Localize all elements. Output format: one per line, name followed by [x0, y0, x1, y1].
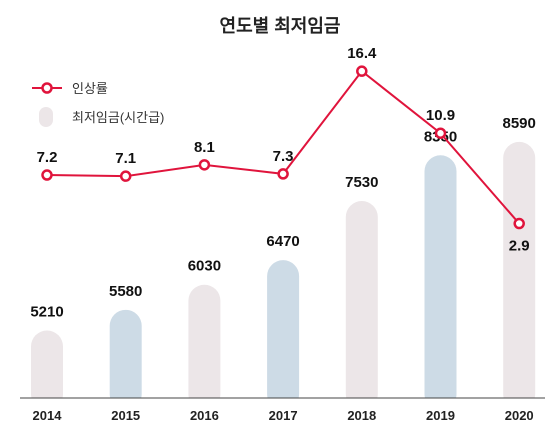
x-tick-2018: 2018	[347, 408, 376, 423]
x-tick-2017: 2017	[269, 408, 298, 423]
rate-point-2020	[513, 217, 525, 230]
bar-2019	[424, 155, 457, 398]
bars-group	[31, 141, 536, 398]
rate-point-2018	[356, 65, 368, 77]
rate-label-2017: 7.3	[273, 148, 294, 165]
rate-point-2015	[119, 170, 132, 182]
bar-label-2015: 5580	[109, 283, 142, 300]
rate-point-2017	[277, 168, 289, 180]
rate-point-2014	[41, 169, 53, 181]
bar-2020	[503, 141, 536, 398]
bar-label-2014: 5210	[30, 303, 63, 320]
chart-title: 연도별 최저임금	[220, 16, 341, 36]
x-tick-2014: 2014	[33, 408, 63, 423]
legend-item-rate: 인상률	[32, 81, 108, 96]
x-axis-ticks: 2014 2015 2016 2017 2018 2019 2020	[33, 408, 534, 423]
x-tick-2016: 2016	[190, 408, 219, 423]
bar-2018	[345, 201, 378, 398]
bar-label-2017: 6470	[266, 233, 299, 250]
bar-2014	[31, 330, 63, 398]
rate-label-2020: 2.9	[509, 238, 530, 255]
x-tick-2019: 2019	[426, 408, 455, 423]
legend-label-wage: 최저임금(시간급)	[72, 110, 164, 125]
rate-point-2016	[198, 159, 211, 171]
bar-label-2018: 7530	[345, 174, 378, 191]
legend: 인상률 최저임금(시간급)	[32, 81, 164, 127]
rate-label-2015: 7.1	[115, 150, 136, 167]
rate-label-2018: 16.4	[347, 45, 377, 62]
rate-point-2019	[434, 127, 447, 139]
x-tick-2015: 2015	[111, 408, 140, 423]
line-series-group	[41, 65, 525, 230]
bar-2016	[188, 284, 221, 398]
bar-2015	[109, 309, 142, 398]
bar-label-2016: 6030	[188, 258, 221, 275]
bar-2017	[267, 260, 300, 398]
x-tick-2020: 2020	[505, 408, 534, 423]
legend-label-rate: 인상률	[72, 81, 108, 96]
legend-marker-swatch	[41, 82, 53, 94]
legend-item-wage: 최저임금(시간급)	[39, 107, 164, 127]
rate-label-2019: 10.9	[426, 107, 455, 124]
rate-label-2014: 7.2	[37, 149, 58, 166]
rate-label-2016: 8.1	[194, 139, 215, 156]
bar-label-2020: 8590	[503, 115, 536, 132]
legend-bar-swatch	[39, 107, 53, 127]
line-labels-group: 7.2 7.1 8.1 7.3 16.4 10.9 2.9	[37, 45, 530, 254]
